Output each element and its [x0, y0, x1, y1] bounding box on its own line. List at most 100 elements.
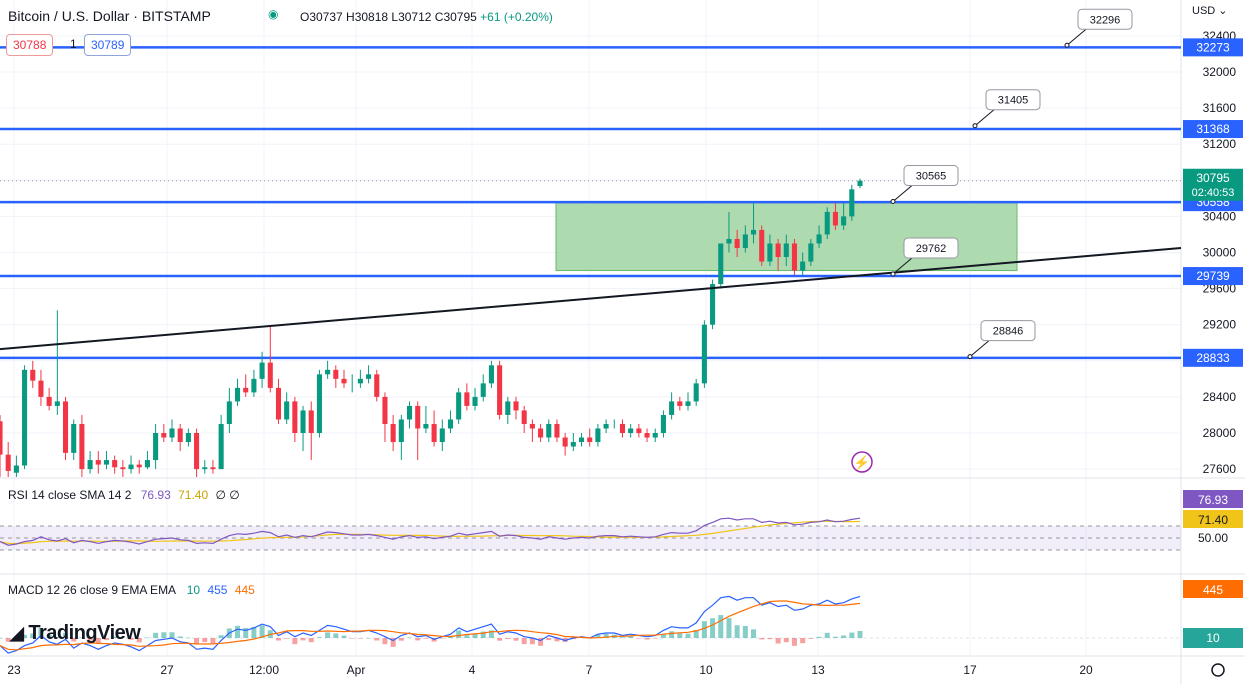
- candle[interactable]: [79, 423, 85, 470]
- candle[interactable]: [767, 243, 773, 262]
- candle[interactable]: [267, 362, 273, 388]
- sell-price-button[interactable]: 30788: [6, 34, 54, 56]
- candle[interactable]: [480, 383, 486, 397]
- candle[interactable]: [54, 401, 60, 406]
- candle[interactable]: [423, 423, 429, 429]
- price-label-callout[interactable]: [1077, 8, 1133, 30]
- candle[interactable]: [30, 369, 36, 381]
- candle[interactable]: [669, 401, 675, 415]
- candle[interactable]: [431, 423, 437, 443]
- candle[interactable]: [87, 460, 93, 470]
- candle[interactable]: [628, 428, 634, 433]
- candle[interactable]: [677, 401, 683, 406]
- candle[interactable]: [578, 437, 585, 443]
- candle[interactable]: [636, 428, 642, 433]
- currency-selector[interactable]: USD ⌄: [1192, 5, 1228, 17]
- candle[interactable]: [693, 383, 699, 402]
- candle[interactable]: [521, 410, 527, 424]
- buy-price-button[interactable]: 30789: [84, 34, 132, 56]
- candle[interactable]: [5, 454, 11, 471]
- candle[interactable]: [292, 401, 298, 433]
- candle[interactable]: [226, 401, 232, 424]
- candle[interactable]: [415, 405, 421, 429]
- candle[interactable]: [546, 423, 552, 438]
- candle[interactable]: [284, 401, 290, 420]
- candle[interactable]: [374, 374, 380, 397]
- candle[interactable]: [513, 401, 519, 411]
- candle[interactable]: [251, 378, 257, 393]
- candle[interactable]: [194, 433, 200, 470]
- candle[interactable]: [726, 238, 732, 244]
- candle[interactable]: [816, 234, 822, 244]
- candle[interactable]: [849, 189, 855, 217]
- candle[interactable]: [169, 428, 175, 438]
- candle[interactable]: [234, 387, 241, 402]
- candle[interactable]: [390, 423, 396, 443]
- candle[interactable]: [718, 243, 724, 285]
- candle[interactable]: [341, 378, 347, 384]
- candle[interactable]: [595, 428, 601, 443]
- candle[interactable]: [603, 423, 609, 429]
- candle[interactable]: [824, 211, 830, 235]
- candle[interactable]: [202, 467, 208, 470]
- candle[interactable]: [488, 365, 494, 384]
- candle[interactable]: [841, 216, 847, 226]
- candle[interactable]: [660, 414, 666, 433]
- candle[interactable]: [308, 410, 314, 433]
- candle[interactable]: [857, 180, 863, 186]
- candle[interactable]: [447, 419, 454, 429]
- candle[interactable]: [275, 387, 282, 420]
- candle[interactable]: [112, 460, 118, 468]
- candle[interactable]: [832, 211, 838, 226]
- candle[interactable]: [210, 467, 216, 470]
- price-label-callout[interactable]: [903, 237, 959, 259]
- candle[interactable]: [742, 234, 748, 248]
- candle[interactable]: [161, 433, 167, 438]
- price-label-callout[interactable]: [980, 320, 1036, 342]
- candle[interactable]: [243, 387, 249, 393]
- candle[interactable]: [218, 423, 224, 470]
- candle[interactable]: [120, 467, 126, 470]
- candle[interactable]: [300, 410, 306, 433]
- candle[interactable]: [153, 433, 159, 461]
- settings-gear-icon[interactable]: [1211, 663, 1225, 677]
- candle[interactable]: [775, 243, 781, 258]
- candle[interactable]: [644, 433, 650, 438]
- candle[interactable]: [497, 365, 503, 415]
- candle[interactable]: [734, 238, 740, 248]
- candle[interactable]: [325, 369, 331, 375]
- candle[interactable]: [366, 374, 372, 379]
- symbol-title[interactable]: Bitcoin / U.S. Dollar · BITSTAMP: [8, 8, 211, 24]
- candle[interactable]: [750, 229, 757, 235]
- candle[interactable]: [652, 433, 658, 438]
- candle[interactable]: [382, 396, 388, 424]
- candle[interactable]: [144, 460, 150, 468]
- candle[interactable]: [619, 423, 626, 433]
- candle[interactable]: [439, 428, 445, 443]
- candle[interactable]: [177, 428, 183, 443]
- candle[interactable]: [128, 464, 134, 470]
- candle[interactable]: [38, 380, 44, 397]
- candle[interactable]: [136, 464, 142, 468]
- candle[interactable]: [333, 369, 339, 379]
- lightning-icon[interactable]: [851, 451, 873, 473]
- candle[interactable]: [357, 378, 363, 384]
- candle[interactable]: [505, 401, 511, 415]
- price-label-callout[interactable]: [985, 89, 1041, 111]
- candle[interactable]: [46, 396, 52, 406]
- candle[interactable]: [570, 442, 576, 447]
- candle[interactable]: [22, 369, 28, 466]
- candle[interactable]: [316, 374, 322, 433]
- candle[interactable]: [710, 284, 716, 325]
- candle[interactable]: [783, 243, 789, 258]
- candle[interactable]: [685, 401, 691, 406]
- candle[interactable]: [791, 243, 798, 271]
- macd-legend[interactable]: MACD 12 26 close 9 EMA EMA 10 455 445: [8, 583, 255, 597]
- price-label-callout[interactable]: [903, 165, 959, 187]
- candle[interactable]: [529, 423, 535, 429]
- candle[interactable]: [759, 229, 765, 262]
- candle[interactable]: [701, 324, 707, 384]
- candle[interactable]: [0, 421, 3, 455]
- candle[interactable]: [538, 428, 544, 438]
